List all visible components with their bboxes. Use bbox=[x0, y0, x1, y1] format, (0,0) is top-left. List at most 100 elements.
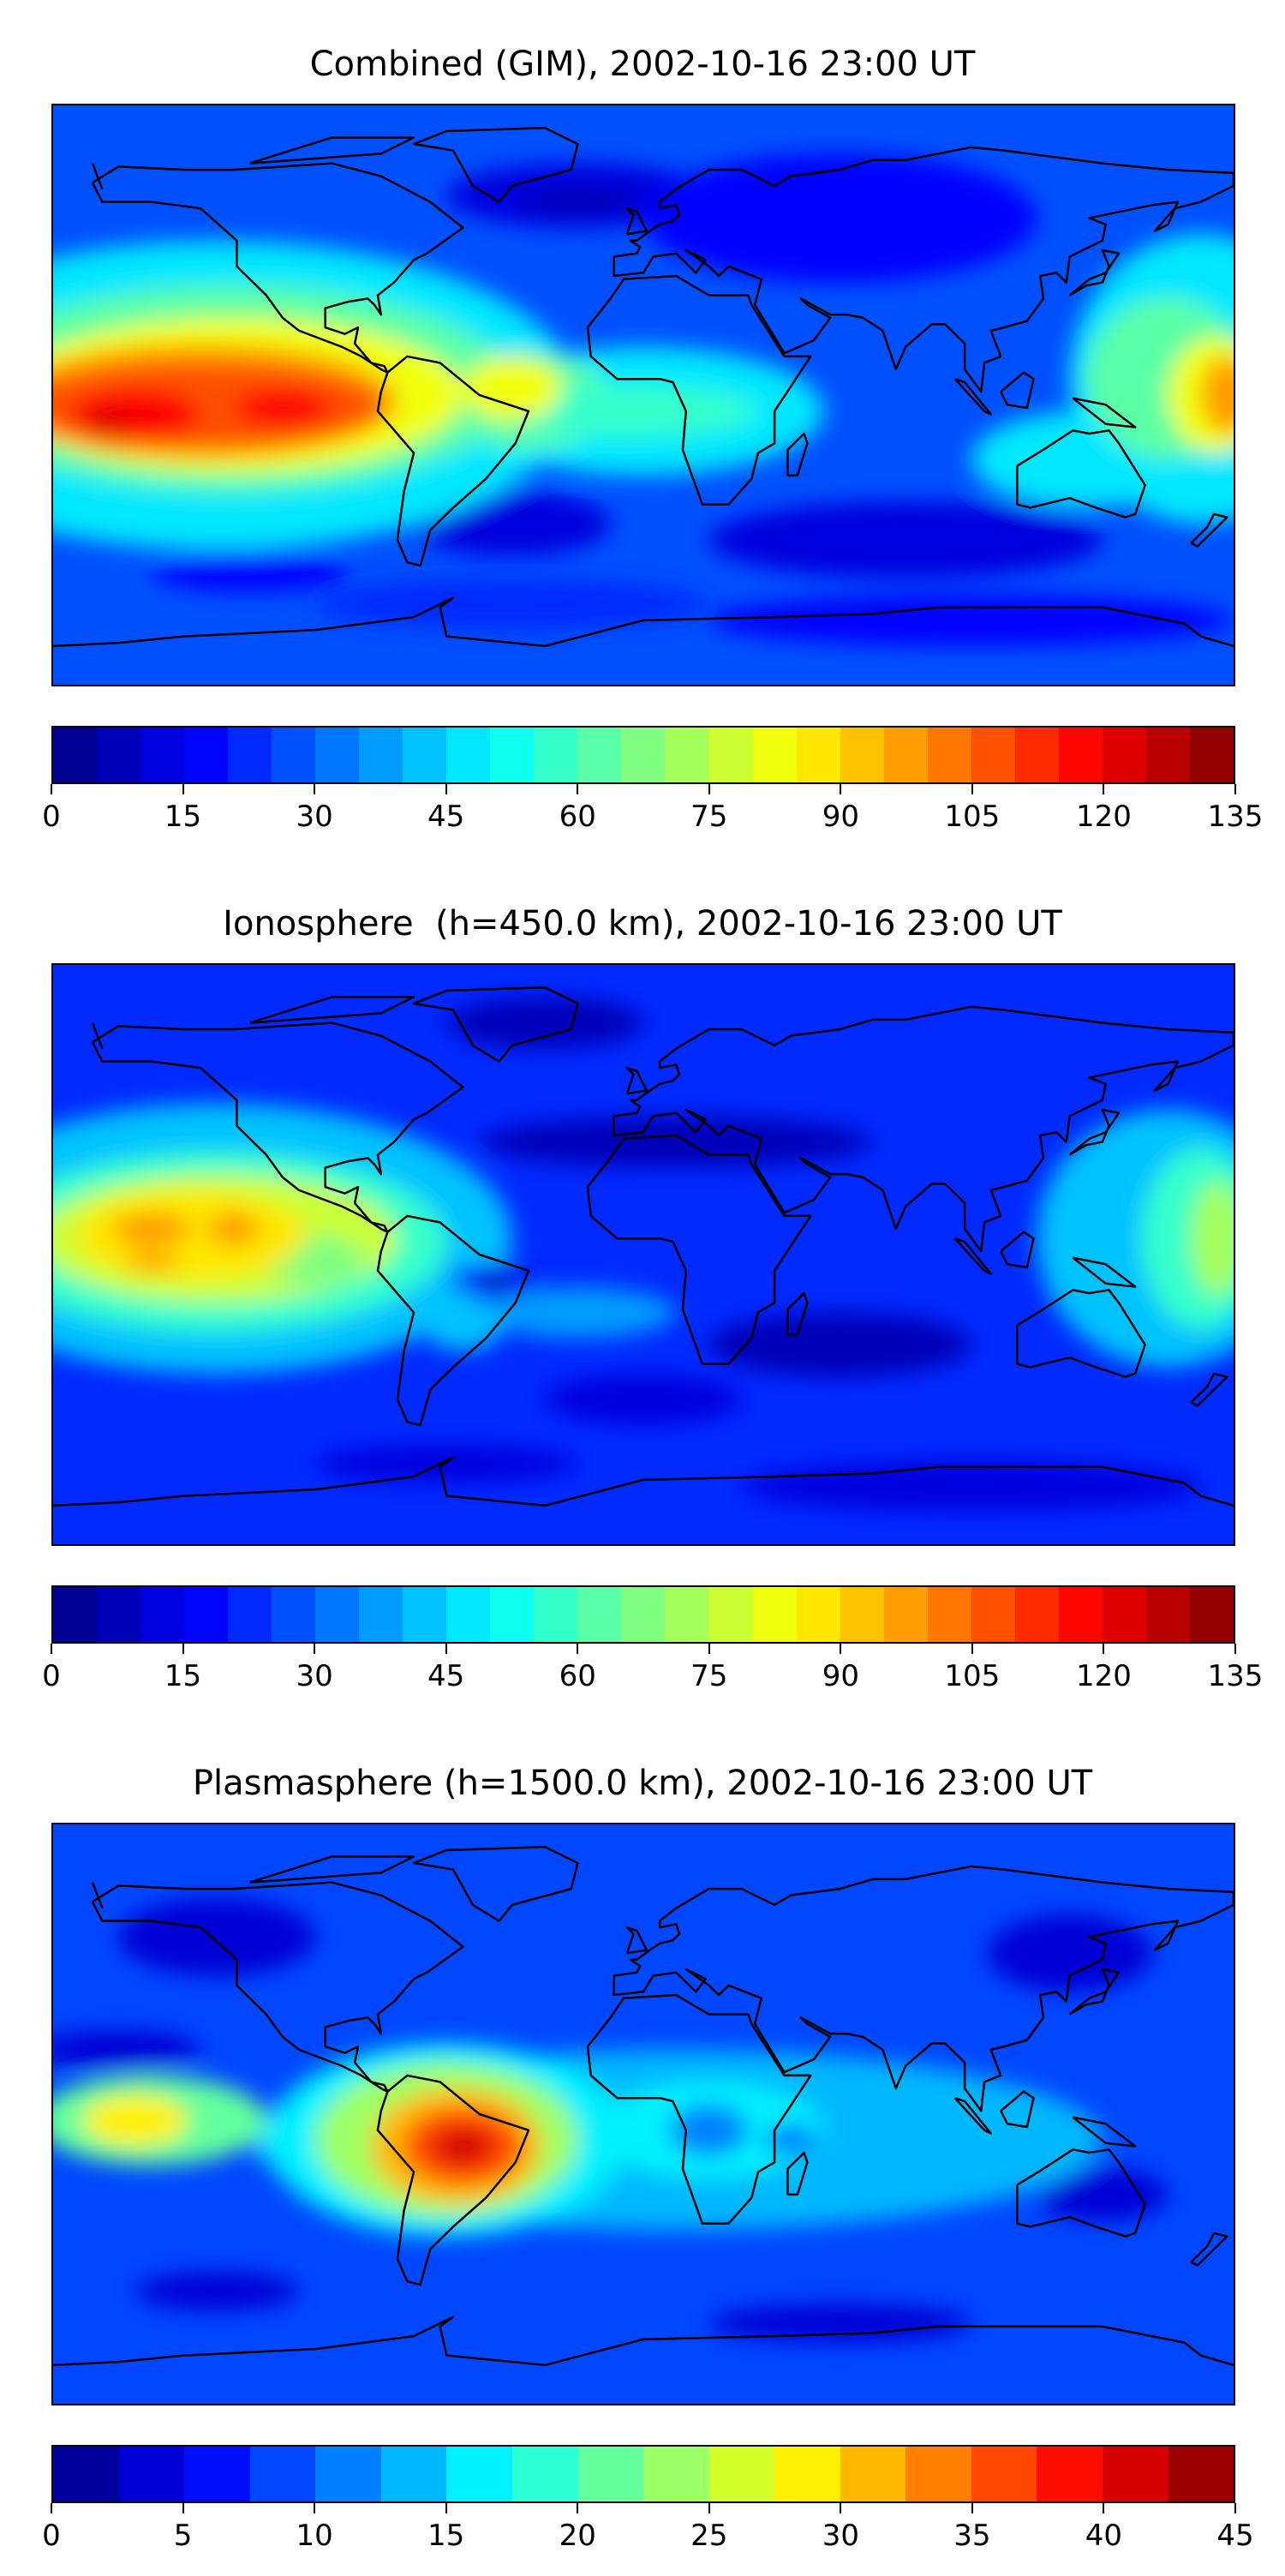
chart-title: Ionosphere (h=450.0 km), 2002-10-16 23:0… bbox=[223, 904, 1062, 944]
colorbar-tick-label: 105 bbox=[944, 1659, 1001, 1693]
colorbar-segment bbox=[380, 2447, 447, 2501]
contour-region bbox=[741, 1460, 1201, 1513]
colorbar-segment bbox=[840, 1587, 884, 1642]
world-map-heatmap bbox=[51, 963, 1235, 1546]
colorbar-segment bbox=[971, 2447, 1037, 2501]
colorbar-segment bbox=[577, 2447, 644, 2501]
colorbar-tick-label: 45 bbox=[427, 1659, 465, 1693]
coastline bbox=[588, 276, 810, 505]
coastline bbox=[614, 1007, 1234, 1251]
colorbar bbox=[51, 726, 1235, 784]
coastline bbox=[1001, 1232, 1033, 1267]
colorbar-tick bbox=[314, 1644, 316, 1654]
colorbar-segment bbox=[577, 728, 622, 782]
contour-region bbox=[545, 1373, 742, 1426]
colorbar-segment bbox=[490, 1587, 535, 1642]
coastline bbox=[1070, 1110, 1119, 1155]
colorbar-segment bbox=[665, 1587, 709, 1642]
coastline bbox=[1191, 2233, 1227, 2266]
colorbar-segment bbox=[228, 728, 272, 782]
colorbar-axis: 0 15 30 45 60 75 90 105 120 135 bbox=[42, 784, 1263, 836]
colorbar-segment bbox=[621, 728, 666, 782]
colorbar-segment bbox=[53, 728, 98, 782]
coastline bbox=[1017, 1290, 1145, 1376]
colorbar-tick bbox=[708, 1644, 710, 1654]
colorbar-tick-label: 0 bbox=[42, 800, 61, 834]
colorbar-tick-label: 10 bbox=[296, 2519, 333, 2553]
colorbar-segment bbox=[403, 728, 447, 782]
colorbar-tick bbox=[51, 1644, 52, 1654]
colorbar-tick-label: 90 bbox=[822, 1659, 859, 1693]
coastline bbox=[1017, 2149, 1145, 2236]
coastline bbox=[93, 1883, 463, 2092]
coastline bbox=[588, 1995, 810, 2224]
colorbar-tick-label: 35 bbox=[953, 2519, 991, 2553]
colorbar-tick bbox=[445, 1644, 447, 1654]
coastline bbox=[93, 1023, 102, 1049]
colorbar-segment bbox=[315, 1587, 360, 1642]
contour-region bbox=[206, 1213, 260, 1245]
colorbar-tick bbox=[577, 1644, 579, 1654]
coastline bbox=[53, 598, 1234, 646]
colorbar-axis: 0 5 10 15 20 25 30 35 40 45 bbox=[42, 2503, 1254, 2555]
colorbar-segment bbox=[118, 2447, 185, 2501]
coastline bbox=[414, 1847, 577, 1920]
colorbar-tick-label: 135 bbox=[1207, 1659, 1264, 1693]
coastline bbox=[250, 138, 414, 164]
coastline bbox=[1191, 1374, 1227, 1406]
colorbar-segment bbox=[905, 2447, 971, 2501]
colorbar-segment bbox=[840, 2447, 906, 2501]
chart-title: Combined (GIM), 2002-10-16 23:00 UT bbox=[309, 45, 976, 84]
colorbar-tick bbox=[1103, 2503, 1105, 2513]
colorbar-tick-label: 120 bbox=[1075, 800, 1132, 834]
colorbar-tick bbox=[971, 2503, 973, 2513]
contour-region bbox=[708, 500, 1103, 579]
colorbar-tick bbox=[1234, 784, 1236, 794]
contour-region bbox=[446, 997, 643, 1049]
colorbar-tick bbox=[708, 784, 710, 794]
contour-region bbox=[708, 1312, 971, 1377]
world-map-heatmap bbox=[51, 104, 1235, 686]
contour-region bbox=[75, 1189, 306, 1281]
colorbar-tick bbox=[182, 784, 184, 794]
contour-region bbox=[125, 1251, 178, 1271]
coastline bbox=[588, 1135, 810, 1364]
coastline bbox=[378, 2076, 529, 2285]
coastline bbox=[414, 128, 577, 201]
colorbar-tick-label: 30 bbox=[822, 2519, 859, 2553]
colorbar-segment bbox=[249, 2447, 316, 2501]
colorbar-tick-label: 40 bbox=[1085, 2519, 1123, 2553]
colorbar-tick bbox=[51, 2503, 52, 2513]
colorbar-segment bbox=[774, 2447, 840, 2501]
contour-region bbox=[669, 2104, 749, 2156]
panel-ionosphere: Ionosphere (h=450.0 km), 2002-10-16 23:0… bbox=[0, 860, 1285, 1716]
coastline bbox=[1191, 514, 1227, 547]
contour-region bbox=[118, 1898, 316, 1976]
colorbar bbox=[51, 2445, 1235, 2503]
colorbar-segment bbox=[315, 728, 360, 782]
contour-region bbox=[53, 2030, 201, 2070]
colorbar-tick bbox=[314, 784, 316, 794]
colorbar-tick bbox=[840, 1644, 842, 1654]
colorbar-tick-label: 60 bbox=[559, 1659, 596, 1693]
colorbar-segment bbox=[97, 1587, 141, 1642]
colorbar-tick-label: 25 bbox=[690, 2519, 728, 2553]
colorbar-segment bbox=[1145, 1587, 1190, 1642]
contour-region bbox=[151, 553, 349, 592]
colorbar-tick-label: 45 bbox=[427, 800, 465, 834]
colorbar-tick bbox=[840, 784, 842, 794]
colorbar-tick bbox=[1234, 1644, 1236, 1654]
colorbar-segment bbox=[272, 728, 316, 782]
colorbar-segment bbox=[184, 2447, 250, 2501]
colorbar-segment bbox=[840, 728, 884, 782]
colorbar-segment bbox=[53, 2447, 119, 2501]
colorbar-tick bbox=[445, 784, 447, 794]
coastline bbox=[378, 356, 529, 566]
colorbar-tick-label: 60 bbox=[559, 800, 596, 834]
colorbar-segment bbox=[1189, 728, 1234, 782]
colorbar-tick-label: 15 bbox=[164, 800, 202, 834]
contour-region bbox=[433, 2127, 493, 2166]
colorbar-segment bbox=[315, 2447, 381, 2501]
colorbar-tick-label: 75 bbox=[690, 1659, 728, 1693]
colorbar-segment bbox=[140, 728, 185, 782]
